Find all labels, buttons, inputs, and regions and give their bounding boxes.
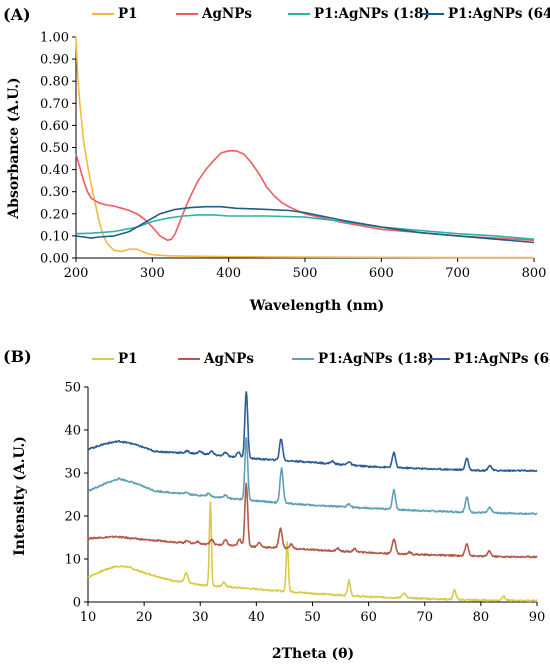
panel-b-legend-label-p1-agnps-1-8: P1:AgNPs (1:8) <box>318 351 434 367</box>
panel-b-x-tick-label: 40 <box>248 610 265 625</box>
panel-b-y-tick-label: 0 <box>73 596 81 611</box>
panel-a-y-tick-label: 0.00 <box>40 252 69 267</box>
panel-a-series-agnps <box>75 150 535 242</box>
panel-a-x-tick-label: 800 <box>522 266 547 281</box>
panel-a-y-tick-label: 0.20 <box>40 207 69 222</box>
panel-a-y-tick-label: 1.00 <box>40 31 69 46</box>
panel-a-plot: 0.00 0.10 0.20 0.30 0.40 0.50 0.60 0.70 0.80 0.90… <box>40 31 546 282</box>
panel-b-x-tick-label: 80 <box>473 610 490 625</box>
panel-b-series-p1 <box>87 501 538 603</box>
panel-b-y-axis-title: Intensity (A.U.) <box>12 436 28 556</box>
panel-b-x-tick-label: 20 <box>136 610 153 625</box>
panel-b-x-tick-label: 60 <box>360 610 377 625</box>
panel-a-x-tick-label: 500 <box>293 266 318 281</box>
panel-a-label: (A) <box>3 5 31 24</box>
panel-b-label: (B) <box>3 347 32 366</box>
panel-a-x-tick-label: 300 <box>140 266 165 281</box>
panel-a-y-tick-label: 0.50 <box>40 141 69 156</box>
panel-a-y-tick-label: 0.70 <box>40 97 69 112</box>
panel-b-y-tick-label: 20 <box>64 510 81 525</box>
panel-b-y-tick-label: 40 <box>64 424 81 439</box>
panel-a-y-tick-label: 0.30 <box>40 185 69 200</box>
panel-b-y-tick-label: 50 <box>64 381 81 396</box>
panel-b-x-tick-label: 90 <box>529 610 546 625</box>
panel-b-x-tick-label: 10 <box>80 610 97 625</box>
panel-b-y-tick-label: 10 <box>64 553 81 568</box>
panel-a-y-tick-label: 0.80 <box>40 75 69 90</box>
panel-a-series-p1 <box>75 36 534 259</box>
panel-a-x-axis-title: Wavelength (nm) <box>249 298 385 314</box>
panel-b-series-p1-agnps-64-64 <box>87 391 538 473</box>
panel-a-x-tick-label: 400 <box>216 266 241 281</box>
panel-a-legend-label-p1-agnps-64-64: P1:AgNPs (64:64) <box>448 6 550 22</box>
panel-a-series-p1-agnps-64-64 <box>75 205 535 244</box>
panel-b-x-tick-label: 30 <box>192 610 209 625</box>
panel-a-x-tick-label: 200 <box>64 266 89 281</box>
panel-a-x-tick-label: 700 <box>445 266 470 281</box>
panel-a-legend-label-agnps: AgNPs <box>201 6 252 22</box>
panel-b-series-agnps <box>87 482 538 559</box>
panel-b-x-tick-label: 50 <box>304 610 321 625</box>
panel-a-legend: P1 AgNPs P1:AgNPs (1:8) P1:AgNPs (64:64) <box>92 6 550 22</box>
panel-b-legend: P1 AgNPs P1:AgNPs (1:8) P1:AgNPs (64:64) <box>92 351 550 367</box>
panel-a-x-tick-label: 600 <box>369 266 394 281</box>
panel-a-legend-label-p1: P1 <box>118 6 138 22</box>
panel-b-legend-label-agnps: AgNPs <box>203 351 254 367</box>
panel-a-y-tick-label: 0.60 <box>40 119 69 134</box>
panel-b-legend-label-p1: P1 <box>118 351 138 367</box>
panel-a-y-tick-label: 0.90 <box>40 53 69 68</box>
panel-a: (A) P1 AgNPs P1:AgNPs (1:8) P1:AgNPs (64:64… <box>3 5 550 314</box>
panel-b-x-axis-title: 2Theta (θ) <box>272 646 354 662</box>
panel-a-legend-label-p1-agnps-1-8: P1:AgNPs (1:8) <box>314 6 430 22</box>
panel-b-y-tick-label: 30 <box>64 467 81 482</box>
panel-a-y-axis-title: Absorbance (A.U.) <box>6 77 22 219</box>
panel-b-legend-label-p1-agnps-64-64: P1:AgNPs (64:64) <box>454 351 550 367</box>
panel-a-y-tick-label: 0.10 <box>40 229 69 244</box>
panel-b-x-tick-label: 70 <box>416 610 433 625</box>
panel-a-series-p1-agnps-1-8 <box>75 214 535 240</box>
panel-b-series-p1-agnps-1-8 <box>87 436 538 516</box>
panel-b: (B) P1 AgNPs P1:AgNPs (1:8) P1:AgNPs (64:64… <box>3 347 550 662</box>
panel-a-y-tick-label: 0.40 <box>40 163 69 178</box>
